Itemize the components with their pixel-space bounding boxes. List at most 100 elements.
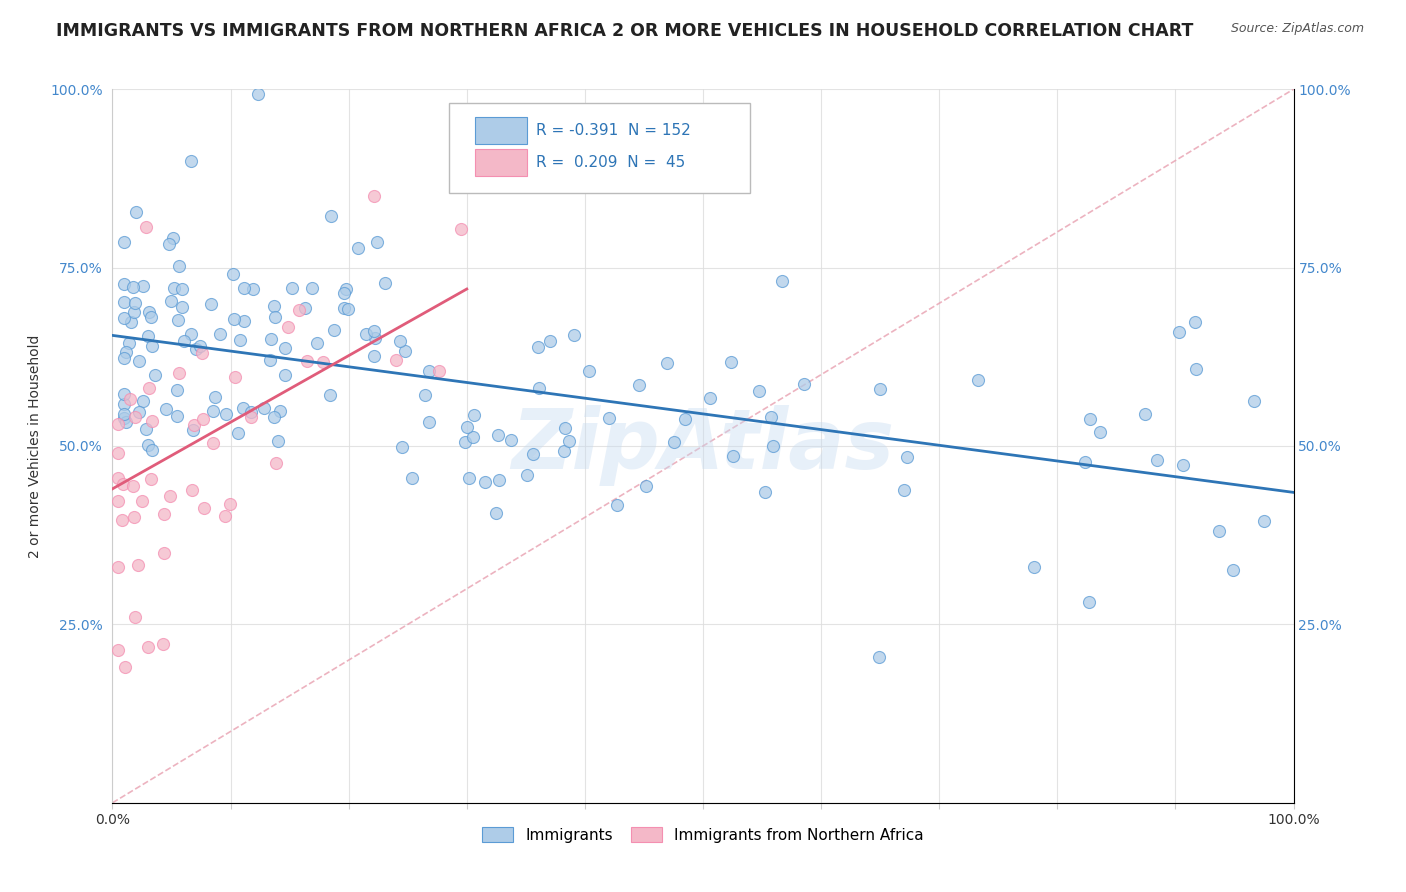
Point [181,423,204,437]
Text: IMMIGRANTS VS IMMIGRANTS FROM NORTHERN AFRICA 2 OR MORE VEHICLES IN HOUSEHOLD CO: IMMIGRANTS VS IMMIGRANTS FROM NORTHERN A… [56,22,1194,40]
Point [673,412,696,426]
Point [301,281,323,295]
Point [172,282,194,296]
Point [450,222,472,236]
Point [124,296,146,310]
Point [1253,514,1275,528]
Point [131,493,153,508]
Point [166,383,188,397]
Point [281,281,304,295]
Point [294,301,316,315]
Point [160,293,183,308]
Point [1088,425,1111,440]
Point [143,368,166,383]
FancyBboxPatch shape [475,117,527,145]
Point [264,456,287,470]
Point [136,438,159,452]
Point [141,442,163,457]
Point [112,277,135,291]
Point [152,546,174,560]
Point [157,237,180,252]
Point [538,334,561,348]
Point [374,276,396,290]
Point [166,409,188,423]
Point [793,377,815,392]
Point [139,310,162,325]
Point [209,327,232,342]
Point [1135,407,1157,421]
Point [219,497,242,511]
Point [112,397,135,411]
Text: Source: ZipAtlas.com: Source: ZipAtlas.com [1230,22,1364,36]
Point [759,410,782,425]
Point [335,282,357,296]
Point [135,220,157,235]
Point [516,468,538,483]
Point [1243,394,1265,409]
Point [333,301,356,315]
Legend: Immigrants, Immigrants from Northern Africa: Immigrants, Immigrants from Northern Afr… [477,821,929,848]
Point [118,335,141,350]
Point [474,475,496,489]
Point [748,384,770,399]
Point [385,352,408,367]
Point [319,387,342,401]
Point [214,508,236,523]
Point [1222,563,1244,577]
Point [135,422,157,436]
Point [193,501,215,516]
Y-axis label: 2 or more Vehicles in Household: 2 or more Vehicles in Household [28,334,42,558]
Point [124,610,146,624]
Point [562,327,585,342]
Point [107,560,129,574]
Point [138,305,160,319]
Point [526,340,548,354]
Point [274,341,297,355]
Point [1208,524,1230,538]
Point [120,392,142,406]
Point [413,388,436,402]
Point [131,278,153,293]
Point [112,235,135,249]
Point [295,354,318,368]
Point [634,478,657,492]
Point [136,640,159,655]
FancyBboxPatch shape [475,149,527,177]
Point [107,643,129,657]
Point [522,447,544,461]
Point [204,391,226,405]
Point [720,355,742,369]
Point [215,407,238,421]
Point [319,209,342,223]
Point [242,282,264,296]
Point [239,410,262,425]
Point [363,189,385,203]
Point [200,297,222,311]
Point [267,434,290,449]
Point [232,281,254,295]
Point [1077,595,1099,609]
Point [868,649,890,664]
Point [127,558,149,572]
Point [366,235,388,249]
Point [112,476,135,491]
Point [222,268,245,282]
Point [141,338,163,352]
Point [159,489,181,503]
Point [274,368,297,383]
Point [429,364,451,378]
Point [598,411,620,425]
Point [1146,452,1168,467]
Point [699,391,721,405]
Point [1184,315,1206,329]
Point [124,410,146,425]
Point [229,333,252,347]
Point [277,320,299,334]
FancyBboxPatch shape [449,103,751,193]
Point [172,300,194,314]
Point [163,281,186,295]
Point [312,354,335,368]
Point [120,315,142,329]
Point [488,473,510,487]
Point [131,394,153,409]
